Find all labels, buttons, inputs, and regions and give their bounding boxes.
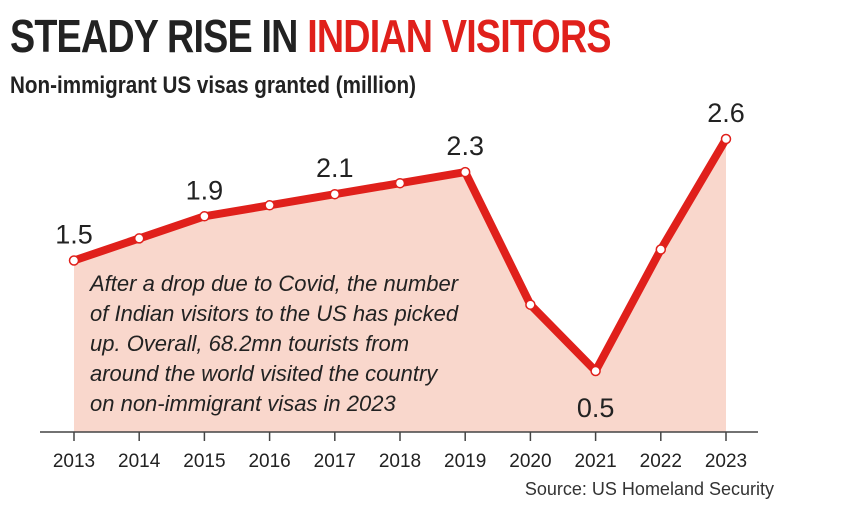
annotation-line: After a drop due to Covid, the number — [88, 271, 460, 296]
x-tick-label-2018: 2018 — [379, 451, 421, 472]
data-label-2019: 2.3 — [446, 131, 484, 161]
x-tick-label-2020: 2020 — [509, 451, 551, 472]
data-label-2015: 1.9 — [186, 175, 224, 205]
data-point-2018 — [394, 177, 406, 189]
annotation-line: around the world visited the country — [90, 361, 439, 386]
x-tick-label-2019: 2019 — [444, 451, 486, 472]
data-point-2013 — [68, 255, 80, 266]
x-tick-label-2023: 2023 — [705, 451, 747, 472]
data-point-2017 — [329, 188, 341, 200]
annotation-line: up. Overall, 68.2mn tourists from — [90, 331, 409, 356]
source-note: Source: US Homeland Security — [524, 479, 774, 499]
data-point-2019 — [459, 166, 471, 178]
data-point-2014 — [133, 233, 145, 244]
x-tick-label-2017: 2017 — [314, 451, 356, 472]
x-axis-ticks — [73, 432, 727, 441]
annotation-text: After a drop due to Covid, the number of … — [88, 271, 460, 416]
x-tick-label-2016: 2016 — [248, 451, 290, 472]
x-tick-label-2014: 2014 — [118, 451, 161, 472]
data-point-2023 — [720, 133, 732, 145]
x-tick-label-2021: 2021 — [574, 451, 616, 472]
annotation-line: on non-immigrant visas in 2023 — [90, 391, 396, 416]
data-point-2022 — [655, 244, 667, 255]
x-axis-tick-labels: 2013 2014 2015 2016 2017 2018 2019 2020 2021 2022… — [53, 451, 747, 472]
x-tick-label-2013: 2013 — [53, 451, 95, 472]
chart-subtitle: Non-immigrant US visas granted (million) — [10, 72, 416, 99]
data-point-2021 — [590, 365, 601, 377]
data-labels: 1.5 1.9 2.1 2.3 0.5 2.6 — [55, 98, 745, 423]
chart-title-part1: STEADY RISE IN — [10, 10, 308, 62]
x-tick-label-2015: 2015 — [183, 451, 225, 472]
data-label-2013: 1.5 — [55, 220, 93, 250]
data-point-2015 — [199, 211, 210, 222]
data-point-2016 — [264, 200, 275, 211]
x-tick-label-2022: 2022 — [640, 451, 682, 472]
data-points — [68, 133, 732, 377]
data-label-2017: 2.1 — [316, 153, 354, 183]
data-point-2020 — [525, 299, 536, 310]
chart-title: STEADY RISE IN INDIAN VISITORS — [10, 6, 612, 66]
annotation-line: of Indian visitors to the US has picked — [90, 301, 459, 326]
data-label-2023: 2.6 — [707, 98, 745, 128]
chart-title-part2: INDIAN VISITORS — [307, 10, 611, 62]
data-label-2021: 0.5 — [577, 393, 615, 423]
